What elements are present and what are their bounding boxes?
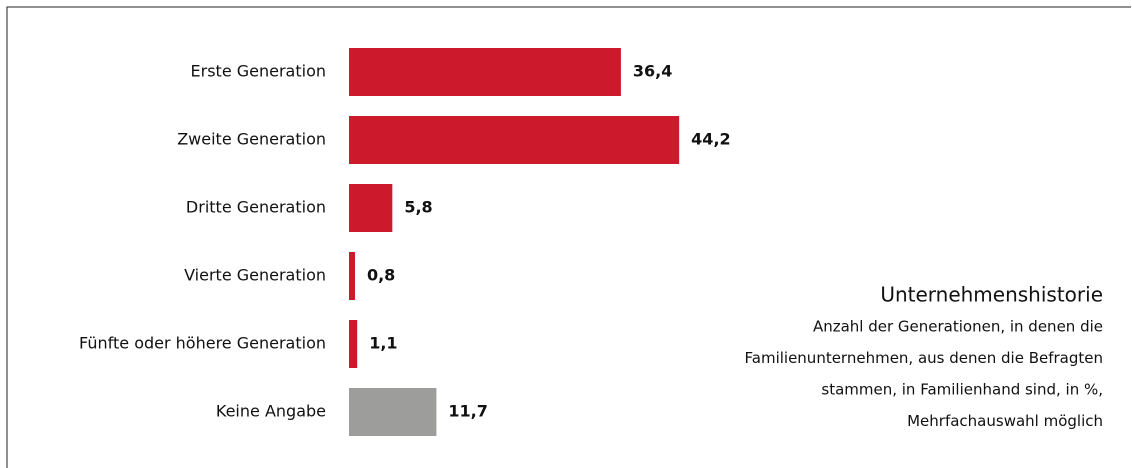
frame xyxy=(6,6,1131,468)
bar xyxy=(349,252,355,300)
category-label: Erste Generation xyxy=(191,62,326,81)
value-label: 5,8 xyxy=(404,198,432,217)
value-label: 0,8 xyxy=(367,266,395,285)
bar xyxy=(349,320,358,368)
chart-title: Unternehmenshistorie xyxy=(880,283,1103,307)
chart-subtitle: Familienunternehmen, aus denen die Befra… xyxy=(745,349,1103,367)
value-label: 11,7 xyxy=(448,402,487,421)
category-label: Zweite Generation xyxy=(177,130,326,149)
chart-subtitle: Mehrfachauswahl möglich xyxy=(907,412,1103,430)
bar xyxy=(349,184,393,232)
value-label: 36,4 xyxy=(633,62,672,81)
chart-subtitle: Anzahl der Generationen, in denen die xyxy=(813,318,1103,336)
bar xyxy=(349,388,437,436)
value-label: 44,2 xyxy=(691,130,730,149)
bar xyxy=(349,48,621,96)
chart-subtitle: stammen, in Familienhand sind, in %, xyxy=(821,381,1103,399)
category-label: Dritte Generation xyxy=(186,198,326,217)
value-label: 1,1 xyxy=(369,334,397,353)
category-label: Keine Angabe xyxy=(216,402,326,421)
category-label: Vierte Generation xyxy=(184,266,326,285)
category-label: Fünfte oder höhere Generation xyxy=(79,334,326,353)
bar xyxy=(349,116,680,164)
